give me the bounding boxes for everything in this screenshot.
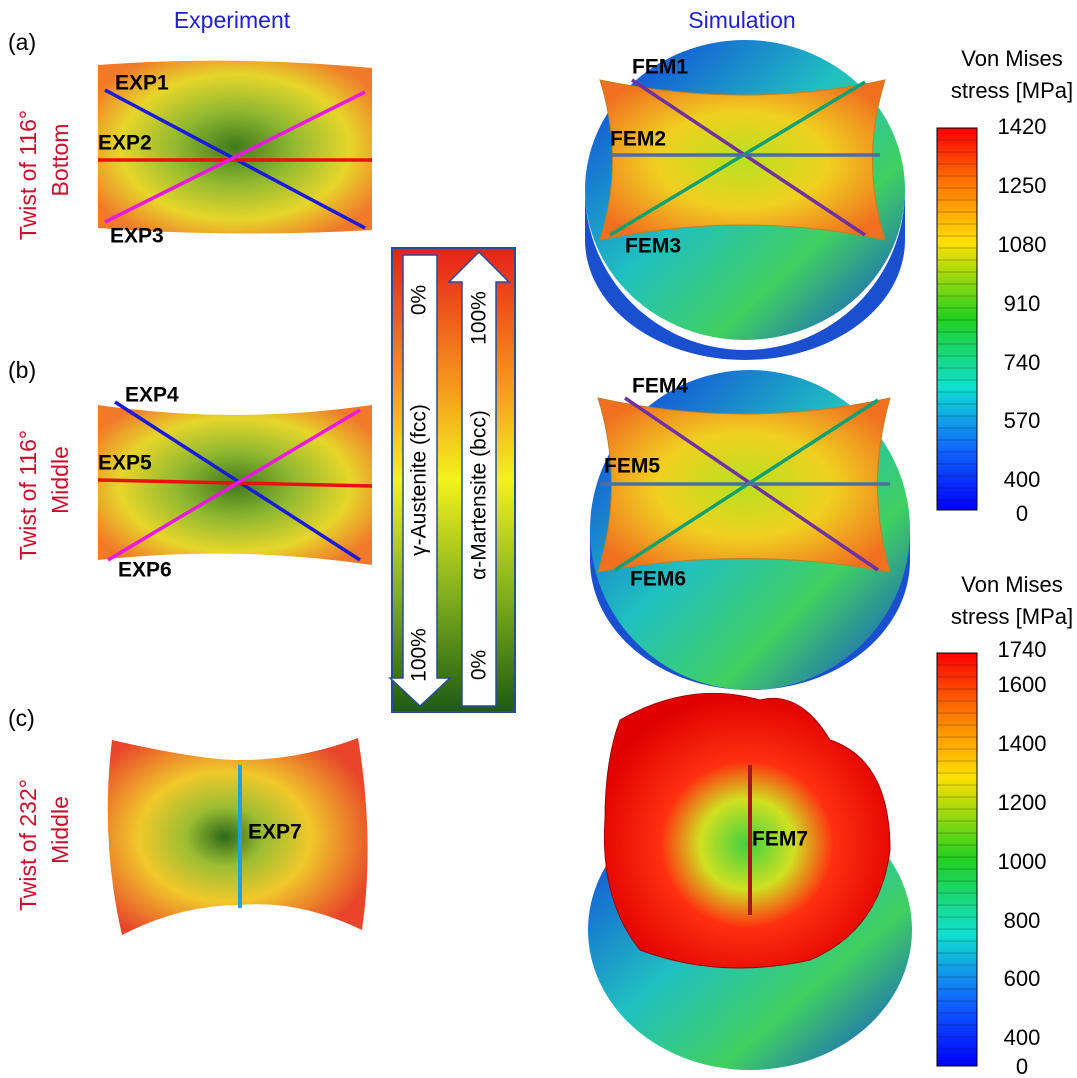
colorbar-tick-label: 1200 [998, 790, 1047, 815]
line-label: EXP6 [118, 559, 172, 582]
line-label: FEM5 [604, 455, 660, 478]
colorbar-title: Von Mises [961, 572, 1063, 597]
colorbar-tick-label: 0 [1016, 501, 1028, 526]
line-label: EXP1 [115, 72, 169, 95]
line-label: FEM3 [625, 235, 681, 258]
line-label: EXP5 [98, 452, 152, 475]
line-label: FEM6 [630, 568, 686, 591]
colorbar-title: stress [MPa] [951, 78, 1073, 103]
colorbar-tick-label: 570 [1004, 408, 1041, 433]
panel-label: (c) [8, 705, 35, 731]
scale-text: 0% [408, 285, 431, 315]
panel-label: (a) [8, 29, 36, 55]
sim-surface [603, 692, 891, 969]
colorbar [936, 652, 978, 1067]
line-label: EXP4 [125, 384, 179, 407]
colorbar-tick-label: 600 [1004, 966, 1041, 991]
colorbar [936, 127, 978, 511]
line-label: EXP2 [98, 132, 152, 155]
line-label: FEM2 [610, 128, 666, 151]
row-label: Twist of 116° [15, 430, 41, 560]
colorbar-tick-label: 1000 [998, 849, 1047, 874]
colorbar-tick-label: 1250 [998, 173, 1047, 198]
exp-line [107, 408, 361, 562]
scale-text: γ-Austenite (fcc) [408, 404, 431, 556]
scale-text: 100% [408, 628, 431, 682]
header: Simulation [688, 7, 795, 33]
colorbar-title: Von Mises [961, 46, 1063, 71]
line-label: FEM1 [632, 56, 688, 79]
colorbar-title: stress [MPa] [951, 604, 1073, 629]
colorbar-tick-label: 1420 [998, 114, 1047, 139]
colorbar-tick-label: 0 [1016, 1054, 1028, 1078]
row-label: Twist of 232° [15, 779, 41, 911]
colorbar-tick-label: 910 [1004, 291, 1041, 316]
header: Experiment [174, 7, 291, 33]
line-label: EXP3 [110, 225, 164, 248]
colorbar-tick-label: 1600 [998, 672, 1047, 697]
fem-line [609, 80, 866, 237]
colorbar-tick-label: 400 [1004, 1025, 1041, 1050]
row-label: Twist of 116° [15, 110, 41, 240]
line-label: FEM7 [752, 828, 808, 851]
scale-text: α-Martensite (bcc) [468, 410, 491, 580]
colorbar-tick-label: 400 [1004, 467, 1041, 492]
exp-line [104, 90, 366, 224]
scale-text: 100% [468, 291, 491, 345]
arrow [388, 254, 452, 708]
colorbar-tick-label: 740 [1004, 350, 1041, 375]
fem-line [631, 78, 866, 237]
colorbar-tick-label: 1740 [998, 637, 1047, 662]
exp-map [107, 738, 368, 935]
scale-text: 0% [468, 650, 491, 680]
row-label: Middle [47, 446, 73, 514]
row-label: Middle [47, 796, 73, 864]
row-label: Bottom [47, 124, 73, 197]
arrow [447, 250, 511, 707]
line-label: FEM4 [632, 375, 688, 398]
colorbar-tick-label: 800 [1004, 908, 1041, 933]
colorbar-tick-label: 1080 [998, 232, 1047, 257]
panel-label: (b) [8, 357, 36, 383]
line-label: EXP7 [248, 821, 302, 844]
colorbar-tick-label: 1400 [998, 731, 1047, 756]
colorbar-ticks: 1420 1250 1080 910 740 570 400 0 1740 1600 1400 120… [937, 114, 1046, 1078]
